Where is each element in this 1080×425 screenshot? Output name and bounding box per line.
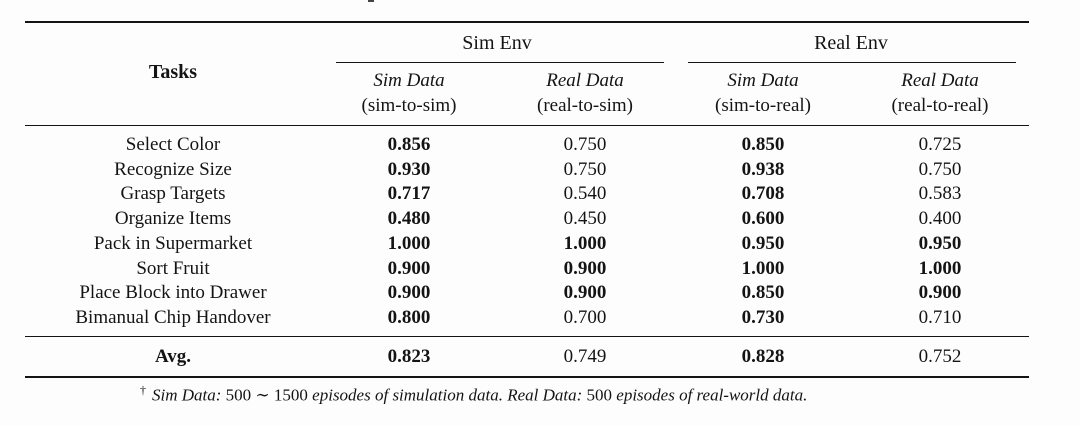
task-label: Grasp Targets: [120, 183, 226, 204]
header-rule: [25, 125, 1029, 126]
value-cell-sim-to-real: 0.730: [741, 307, 785, 328]
value-cell-sim-to-real: 0.850: [741, 134, 785, 155]
task-label: Place Block into Drawer: [79, 282, 267, 303]
value-cell-sim-to-sim: 0.900: [387, 282, 431, 303]
footnote-sim-min: 500: [225, 385, 252, 405]
value-cell-sim-to-real: 0.600: [741, 208, 785, 229]
value-cell-sim-to-sim: 1.000: [387, 233, 431, 254]
value-cell-real-to-real: 0.900: [918, 282, 962, 303]
task-label: Recognize Size: [114, 159, 232, 180]
footnote-tilde: ∼: [255, 385, 270, 405]
task-label: Sort Fruit: [136, 258, 210, 279]
task-label: Bimanual Chip Handover: [75, 307, 271, 328]
value-cell-sim-to-real: 0.708: [741, 183, 785, 204]
col-subheader-real-to-real: (real-to-real): [891, 95, 989, 116]
value-cell-sim-to-sim: 0.856: [387, 134, 431, 155]
dagger-mark: †: [140, 383, 146, 397]
value-cell-sim-to-sim: 0.800: [387, 307, 431, 328]
value-cell-sim-to-sim: 0.900: [387, 258, 431, 279]
value-cell-real-to-sim: 1.000: [563, 233, 607, 254]
value-cell-sim-to-real: 0.850: [741, 282, 785, 303]
value-cell-real-to-real: 0.583: [918, 183, 962, 204]
col-subheader-sim-to-sim: (sim-to-sim): [361, 95, 457, 116]
value-cell-real-to-real: 0.750: [918, 159, 962, 180]
value-cell-real-to-real: 0.950: [918, 233, 962, 254]
footnote-real-desc: episodes of real-world data.: [616, 385, 808, 405]
value-cell-real-to-real: 0.400: [918, 208, 962, 229]
footnote-sim-max: 1500: [273, 385, 308, 405]
value-cell-real-to-sim: 0.900: [563, 258, 607, 279]
value-cell-real-to-sim: 0.700: [563, 307, 607, 328]
col-header-sim-data-real: Sim Data: [727, 70, 799, 91]
bottom-rule: [25, 376, 1029, 378]
value-cell-sim-to-real: 1.000: [741, 258, 785, 279]
avg-value-real-to-real: 0.752: [918, 346, 962, 367]
value-cell-sim-to-sim: 0.930: [387, 159, 431, 180]
avg-value-real-to-sim: 0.749: [563, 346, 607, 367]
value-cell-sim-to-sim: 0.717: [387, 183, 431, 204]
col-subheader-sim-to-real: (sim-to-real): [714, 95, 812, 116]
value-cell-real-to-real: 0.725: [918, 134, 962, 155]
value-cell-real-to-sim: 0.750: [563, 134, 607, 155]
task-label: Organize Items: [114, 208, 232, 229]
value-cell-real-to-sim: 0.900: [563, 282, 607, 303]
col-header-sim-data-sim: Sim Data: [373, 70, 445, 91]
group-rule-real-env: [688, 62, 1016, 63]
group-header-sim-env: Sim Env: [462, 32, 532, 54]
top-edge-mark: [368, 0, 374, 2]
col-header-real-data-real: Real Data: [901, 70, 979, 91]
footnote-sim-label: Sim Data:: [152, 385, 222, 405]
footnote-sim-desc: episodes of simulation data.: [312, 385, 503, 405]
avg-rule: [25, 336, 1029, 337]
avg-label: Avg.: [154, 346, 192, 367]
task-label: Select Color: [125, 134, 221, 155]
col-subheader-real-to-sim: (real-to-sim): [536, 95, 634, 116]
footnote-real-num: 500: [586, 385, 613, 405]
value-cell-real-to-sim: 0.750: [563, 159, 607, 180]
top-rule: [25, 21, 1029, 23]
value-cell-sim-to-real: 0.938: [741, 159, 785, 180]
footnote-real-label: Real Data:: [507, 385, 583, 405]
value-cell-real-to-sim: 0.540: [563, 183, 607, 204]
group-rule-sim-env: [336, 62, 664, 63]
tasks-header: Tasks: [148, 61, 198, 83]
table-footnote: † Sim Data: 500 ∼ 1500 episodes of simula…: [140, 383, 807, 406]
avg-value-sim-to-real: 0.828: [741, 346, 785, 367]
value-cell-real-to-real: 1.000: [918, 258, 962, 279]
value-cell-real-to-sim: 0.450: [563, 208, 607, 229]
group-header-real-env: Real Env: [814, 32, 888, 54]
value-cell-sim-to-real: 0.950: [741, 233, 785, 254]
value-cell-real-to-real: 0.710: [918, 307, 962, 328]
col-header-real-data-sim: Real Data: [546, 70, 624, 91]
avg-value-sim-to-sim: 0.823: [387, 346, 431, 367]
value-cell-sim-to-sim: 0.480: [387, 208, 431, 229]
task-label: Pack in Supermarket: [93, 233, 253, 254]
